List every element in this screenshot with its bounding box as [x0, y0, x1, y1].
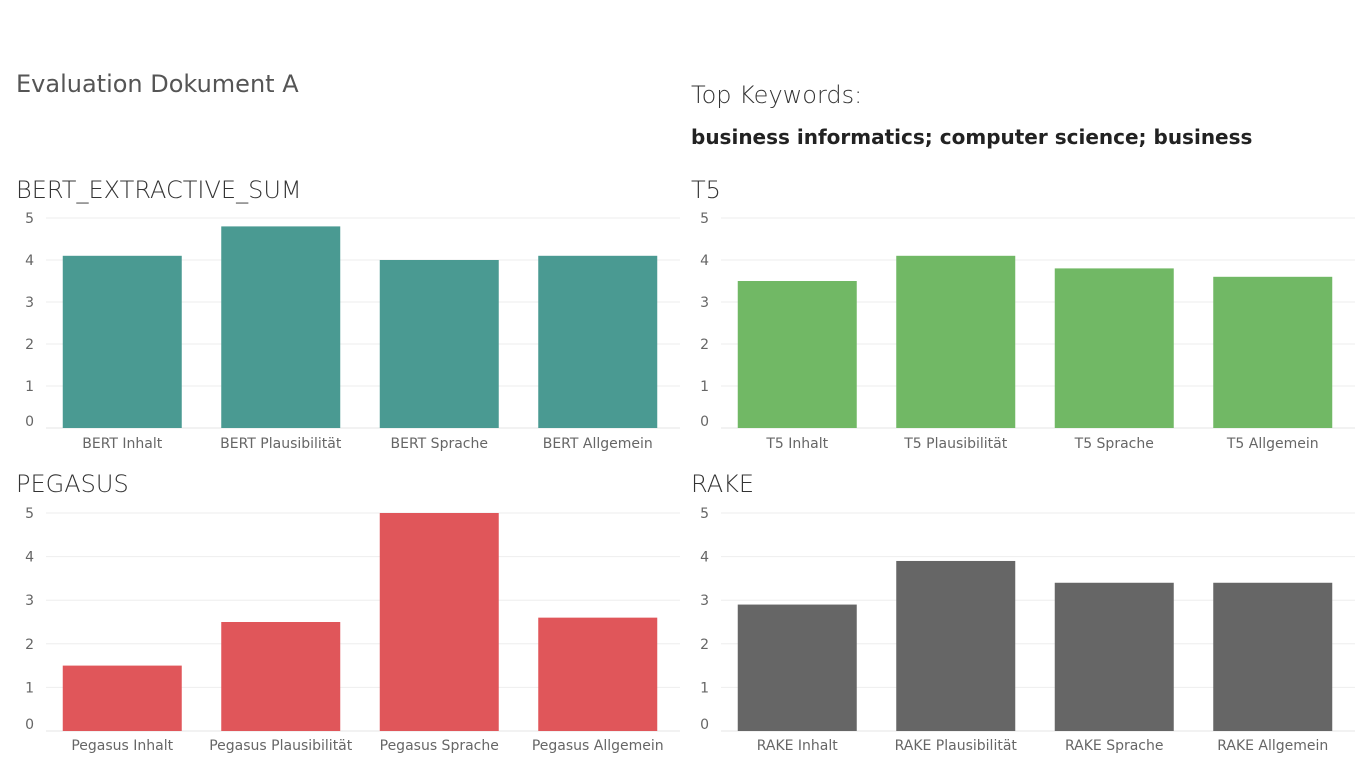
- bar[interactable]: [62, 665, 182, 731]
- bar[interactable]: [896, 255, 1016, 428]
- chart-title-rake: RAKE: [691, 470, 755, 498]
- y-tick-label: 2: [700, 637, 709, 653]
- chart-pegasus: 0 1 2 3 4 5 Pegasus Inhalt Pegasus Plausibilitä…: [25, 506, 680, 754]
- x-tick-label: Pegasus Plausibilität: [209, 738, 353, 754]
- chart-bert: 0 1 2 3 4 5 BERT Inhalt BERT Plausibilität BERT …: [25, 211, 680, 452]
- bar[interactable]: [737, 604, 857, 731]
- x-tick-label: T5 Inhalt: [765, 436, 828, 452]
- x-tick-label: Pegasus Sprache: [380, 738, 499, 754]
- y-tick-label: 4: [700, 253, 709, 269]
- bar[interactable]: [896, 560, 1016, 731]
- bar[interactable]: [1213, 582, 1333, 731]
- chart-title-bert: BERT_EXTRACTIVE_SUM: [16, 176, 302, 204]
- keywords-list: business informatics; computer science; …: [691, 125, 1253, 149]
- x-tick-label: T5 Sprache: [1074, 436, 1154, 452]
- x-tick-label: RAKE Plausibilität: [895, 738, 1018, 754]
- y-tick-label: 0: [700, 414, 709, 430]
- y-tick-label: 2: [700, 337, 709, 353]
- x-tick-label: Pegasus Allgemein: [532, 738, 664, 754]
- x-tick-label: RAKE Allgemein: [1217, 738, 1328, 754]
- bar[interactable]: [1213, 276, 1333, 428]
- y-tick-label: 3: [25, 593, 34, 609]
- y-tick-label: 1: [700, 680, 709, 696]
- y-tick-label: 0: [700, 717, 709, 733]
- y-tick-label: 4: [25, 550, 34, 566]
- y-tick-label: 4: [700, 550, 709, 566]
- bar[interactable]: [221, 622, 341, 731]
- chart-rake: 0 1 2 3 4 5 RAKE Inhalt RAKE Plausibilität RAKE …: [700, 506, 1355, 754]
- bar[interactable]: [379, 513, 499, 731]
- y-tick-label: 5: [25, 506, 34, 522]
- y-tick-label: 1: [25, 379, 34, 395]
- y-tick-label: 5: [25, 211, 34, 227]
- bar[interactable]: [538, 255, 658, 428]
- chart-title-t5: T5: [691, 176, 721, 204]
- x-tick-label: BERT Inhalt: [82, 436, 163, 452]
- x-tick-label: RAKE Sprache: [1065, 738, 1164, 754]
- y-tick-label: 4: [25, 253, 34, 269]
- dashboard-title: Evaluation Dokument A: [16, 70, 299, 98]
- keywords-heading: Top Keywords:: [691, 81, 863, 109]
- bar[interactable]: [737, 281, 857, 428]
- chart-title-pegasus: PEGASUS: [16, 470, 129, 498]
- y-tick-label: 0: [25, 414, 34, 430]
- y-tick-label: 3: [700, 295, 709, 311]
- y-tick-label: 5: [700, 506, 709, 522]
- y-tick-label: 0: [25, 717, 34, 733]
- y-tick-label: 2: [25, 337, 34, 353]
- bar[interactable]: [1054, 268, 1174, 428]
- x-tick-label: Pegasus Inhalt: [71, 738, 173, 754]
- bar[interactable]: [62, 255, 182, 428]
- y-tick-label: 5: [700, 211, 709, 227]
- bar[interactable]: [221, 226, 341, 428]
- x-tick-label: BERT Sprache: [391, 436, 488, 452]
- y-tick-label: 1: [700, 379, 709, 395]
- x-tick-label: T5 Allgemein: [1226, 436, 1319, 452]
- chart-t5: 0 1 2 3 4 5 T5 Inhalt T5 Plausibilität T5 Sprach…: [700, 211, 1355, 452]
- bar[interactable]: [538, 617, 658, 731]
- y-tick-label: 3: [25, 295, 34, 311]
- bar[interactable]: [379, 260, 499, 428]
- y-tick-label: 3: [700, 593, 709, 609]
- bar[interactable]: [1054, 582, 1174, 731]
- y-tick-label: 2: [25, 637, 34, 653]
- y-tick-label: 1: [25, 680, 34, 696]
- x-tick-label: T5 Plausibilität: [903, 436, 1008, 452]
- x-tick-label: RAKE Inhalt: [757, 738, 839, 754]
- x-tick-label: BERT Plausibilität: [220, 436, 342, 452]
- x-tick-label: BERT Allgemein: [543, 436, 653, 452]
